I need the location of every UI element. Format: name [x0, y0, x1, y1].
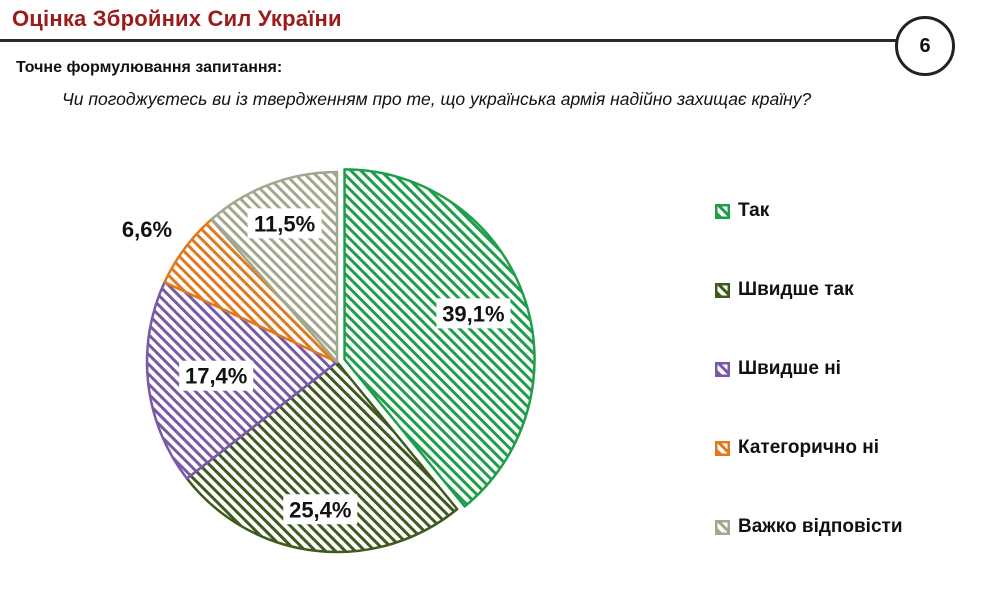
- data-label-text: 25,4%: [289, 497, 351, 522]
- data-label-швидше-так: 25,4%: [283, 494, 358, 525]
- data-label-background: [247, 208, 322, 239]
- data-label-text: 39,1%: [442, 301, 504, 326]
- data-label-background: [179, 360, 254, 391]
- data-label-важко-відповісти: 11,5%: [247, 208, 322, 239]
- question-text: Чи погоджуєтесь ви із твердженням про те…: [62, 89, 812, 109]
- legend-swatch: [715, 203, 730, 219]
- pie-slice-так: [343, 168, 536, 508]
- legend-label: Швидше так: [738, 279, 854, 300]
- pie-chart: 39,1% 25,4% 17,4% 6,6% 11,5%: [122, 168, 536, 554]
- data-label-text: 11,5%: [254, 211, 315, 236]
- data-label-background: [283, 494, 358, 525]
- data-label-категорично-ні: 6,6%: [122, 217, 172, 242]
- legend-swatch: [715, 361, 730, 377]
- legend-swatch: [715, 440, 730, 456]
- page-number-badge: 6: [895, 16, 955, 76]
- data-label-так: 39,1%: [436, 298, 511, 329]
- data-label-швидше-ні: 17,4%: [179, 360, 254, 391]
- data-label-text: 6,6%: [122, 217, 172, 242]
- pie-slice-швидше-так: [185, 360, 459, 554]
- legend-item-швидше-ні: Швидше ні: [715, 356, 903, 382]
- legend-item-категорично-ні: Категорично ні: [715, 435, 903, 461]
- legend-label: Категорично ні: [738, 437, 879, 458]
- legend-label: Важко відповісти: [738, 516, 903, 537]
- chart-legend: Так Швидше так Швидше ні Категорично ні Важк…: [715, 198, 903, 593]
- legend-label: Так: [738, 200, 770, 221]
- title-divider: [0, 39, 900, 42]
- legend-item-швидше-так: Швидше так: [715, 277, 903, 303]
- question-label: Точне формулювання запитання:: [16, 59, 283, 76]
- legend-item-так: Так: [715, 198, 903, 224]
- data-label-background: [436, 298, 511, 329]
- legend-item-важко-відповісти: Важко відповісти: [715, 514, 903, 540]
- data-label-text: 17,4%: [185, 364, 247, 389]
- legend-swatch: [715, 519, 730, 535]
- page-title: Оцінка Збройних Сил України: [12, 6, 342, 31]
- legend-label: Швидше ні: [738, 358, 841, 379]
- legend-swatch: [715, 282, 730, 298]
